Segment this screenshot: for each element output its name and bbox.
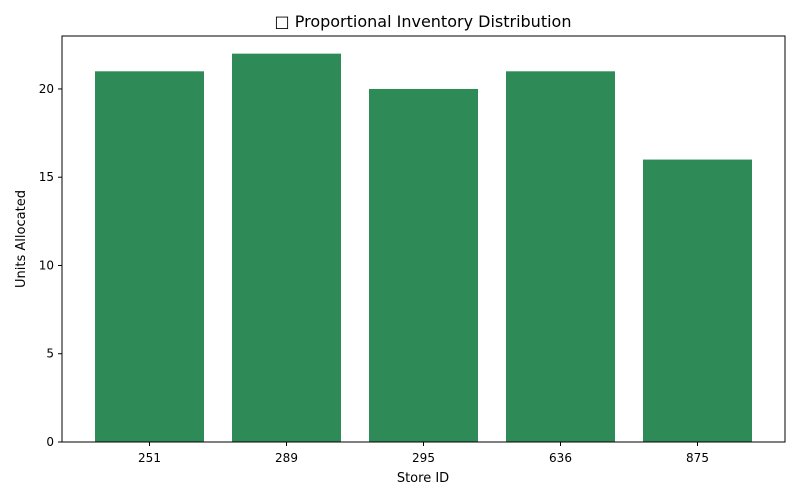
bar-875 <box>643 159 752 442</box>
x-axis: 251 289 295 636 875 <box>138 442 709 465</box>
x-tick-label-251: 251 <box>138 451 161 465</box>
x-tick-label-636: 636 <box>549 451 572 465</box>
bar-251 <box>95 71 204 442</box>
bar-289 <box>232 53 341 443</box>
x-tick-label-289: 289 <box>275 451 298 465</box>
bars-group <box>95 53 752 443</box>
x-tick-label-875: 875 <box>686 451 709 465</box>
y-tick-label-0: 0 <box>46 435 54 449</box>
chart-title: □ Proportional Inventory Distribution <box>275 12 572 31</box>
y-axis-label: Units Allocated <box>14 190 29 288</box>
y-tick-label-10: 10 <box>39 258 54 272</box>
y-axis: 0 5 10 15 20 <box>39 82 62 449</box>
bar-636 <box>506 71 615 442</box>
y-tick-label-5: 5 <box>46 347 54 361</box>
x-tick-label-295: 295 <box>412 451 435 465</box>
y-tick-label-15: 15 <box>39 170 54 184</box>
x-axis-label: Store ID <box>397 471 449 486</box>
bar-295 <box>369 88 478 443</box>
y-tick-label-20: 20 <box>39 82 54 96</box>
